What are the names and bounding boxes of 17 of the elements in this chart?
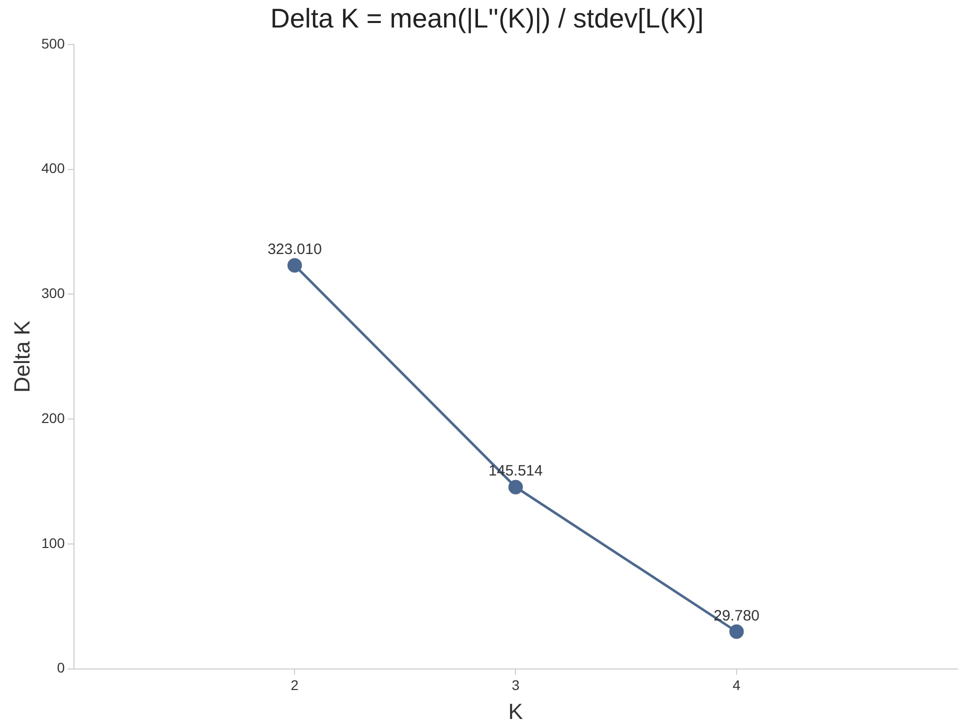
chart-title: Delta K = mean(|L''(K)|) / stdev[L(K)] bbox=[270, 4, 704, 34]
x-tick-label: 3 bbox=[512, 677, 520, 694]
x-tick-label: 4 bbox=[732, 677, 741, 694]
x-tick-label: 2 bbox=[290, 677, 299, 694]
y-tick-label: 400 bbox=[41, 160, 65, 176]
y-tick-label: 0 bbox=[56, 660, 65, 676]
point bbox=[508, 480, 523, 494]
data-label: 29.780 bbox=[714, 607, 760, 624]
point bbox=[287, 258, 302, 273]
y-tick-label: 100 bbox=[41, 534, 65, 551]
y-tick-label: 500 bbox=[41, 35, 65, 52]
y-tick-label: 200 bbox=[41, 410, 65, 426]
y-tick-label: 300 bbox=[41, 285, 65, 302]
data-label: 323.010 bbox=[268, 241, 322, 258]
y-axis-title: Delta K bbox=[9, 320, 34, 393]
x-axis-title: K bbox=[508, 698, 524, 724]
point bbox=[729, 624, 744, 639]
